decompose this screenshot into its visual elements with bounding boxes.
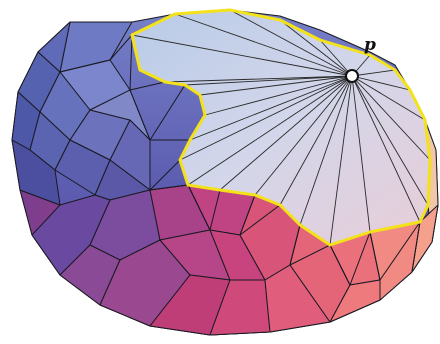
vertex-p-label: p	[364, 35, 376, 55]
left-faces	[11, 21, 151, 206]
star-boundary-outline	[130, 8, 432, 247]
star-edges	[131, 9, 431, 246]
vertex-p-marker	[345, 69, 359, 83]
mesh-edges	[59, 34, 421, 286]
lower-faces	[31, 184, 439, 336]
